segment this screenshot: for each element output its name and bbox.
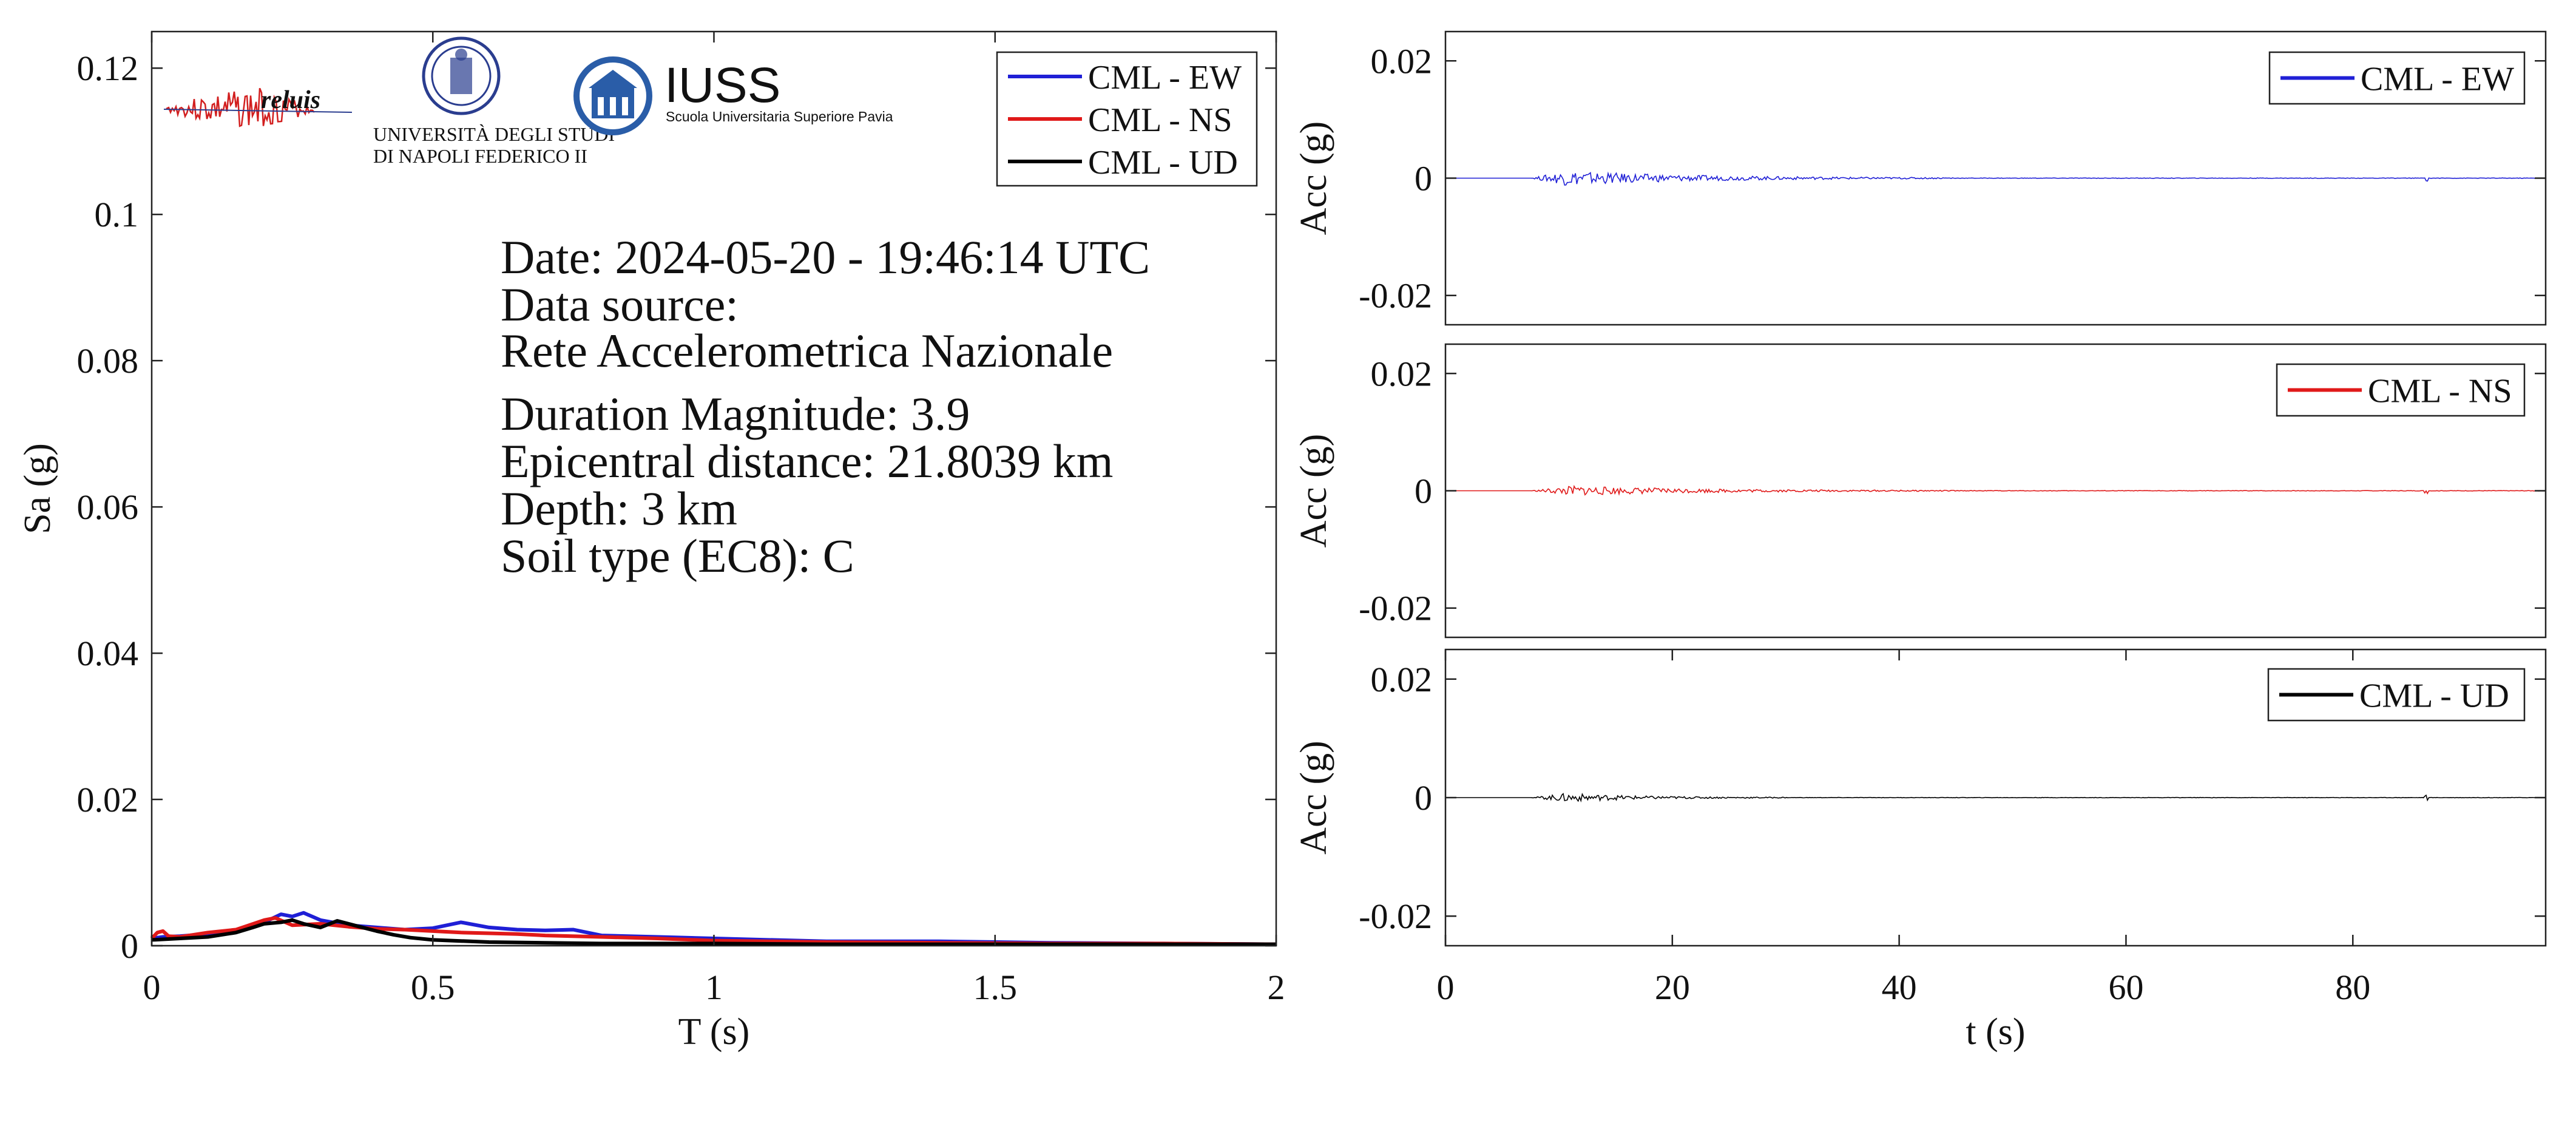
- y-tick-label: 0: [1415, 778, 1432, 818]
- info-date: Date: 2024-05-20 - 19:46:14 UTC: [501, 231, 1150, 283]
- y-tick-label: 0.08: [77, 341, 139, 381]
- earthquake-info: Date: 2024-05-20 - 19:46:14 UTC Data sou…: [501, 231, 1150, 582]
- logos: reluis UNIVERSITÀ DEGLI STUDI DI NAPOLI …: [163, 36, 893, 167]
- y-axis-label: Acc (g): [1293, 434, 1334, 548]
- x-tick-label: 1: [705, 968, 723, 1007]
- legend-box: [2276, 363, 2526, 417]
- legend-label: CML - UD: [2359, 677, 2509, 715]
- y-tick-label: -0.02: [1359, 897, 1432, 936]
- info-magnitude: Duration Magnitude: 3.9: [501, 387, 970, 440]
- x-tick-label: 60: [2108, 968, 2143, 1007]
- y-tick-label: -0.02: [1359, 276, 1432, 316]
- y-axis-label: Sa (g): [17, 443, 58, 534]
- y-tick-label: 0.12: [77, 49, 139, 88]
- x-axis-label: T (s): [678, 1011, 750, 1053]
- y-tick-label: 0.1: [95, 195, 139, 234]
- legend: CML - EW CML - NS CML - UD: [996, 51, 1258, 187]
- y-axis-label: Acc (g): [1293, 741, 1334, 855]
- series-trace-cml-ew: [1445, 171, 2545, 186]
- iuss-logo-text: IUSS: [664, 58, 780, 113]
- x-tick-label: 0: [143, 968, 161, 1007]
- x-tick-label: 2: [1268, 968, 1285, 1007]
- unina-logo-line2: DI NAPOLI FEDERICO II: [373, 145, 587, 167]
- x-tick-label: 40: [1882, 968, 1917, 1007]
- y-tick-label: 0.04: [77, 634, 139, 673]
- info-depth: Depth: 3 km: [501, 482, 737, 535]
- iuss-logo: IUSS Scuola Universitaria Superiore Pavi…: [573, 56, 893, 135]
- info-data-source-label: Data source:: [501, 278, 739, 331]
- legend-label: CML - UD: [1088, 144, 1238, 181]
- x-tick-label: 1.5: [973, 968, 1018, 1007]
- unina-logo: UNIVERSITÀ DEGLI STUDI DI NAPOLI FEDERIC…: [373, 36, 615, 167]
- legend-label: CML - NS: [1088, 101, 1232, 139]
- y-tick-label: 0.02: [1371, 354, 1433, 393]
- legend: CML - NS: [2276, 363, 2526, 417]
- unina-logo-line1: UNIVERSITÀ DEGLI STUDI: [373, 123, 615, 145]
- y-tick-label: 0: [1415, 472, 1432, 511]
- series-trace-cml-ud: [1445, 792, 2545, 802]
- x-axis-label: t (s): [1966, 1011, 2025, 1053]
- y-axis-label: Acc (g): [1293, 121, 1334, 236]
- y-tick-label: -0.02: [1359, 589, 1432, 628]
- panel-0: 0 0.02 0.04 0.06 0.08 0.1 0.12 0 0.5 1 1.5 2 T (s) Sa…: [17, 30, 1285, 1053]
- y-tick-label: 0.06: [77, 487, 139, 527]
- series-trace-cml-ns: [1445, 484, 2545, 496]
- series-line-cml-ud: [151, 918, 1276, 946]
- series-line-cml-ns: [150, 916, 1277, 946]
- legend-label: CML - EW: [2361, 61, 2514, 98]
- x-tick-label: 80: [2335, 968, 2370, 1007]
- panel-2: -0.02 0 0.02 Acc (g) CML - NS: [1293, 343, 2547, 639]
- info-data-source: Rete Accelerometrica Nazionale: [501, 324, 1113, 377]
- plots: 0 0.02 0.04 0.06 0.08 0.1 0.12 0 0.5 1 1.5 2 T (s) Sa…: [17, 30, 2547, 1053]
- legend: CML - UD: [2267, 668, 2526, 722]
- reluis-logo-text: reluis: [261, 86, 320, 114]
- info-epicentral-distance: Epicentral distance: 21.8039 km: [501, 435, 1113, 487]
- legend: CML - EW: [2268, 51, 2526, 105]
- y-tick-label: 0.02: [1371, 660, 1433, 699]
- iuss-logo-subtitle: Scuola Universitaria Superiore Pavia: [666, 109, 893, 124]
- info-soil-type: Soil type (EC8): C: [501, 529, 854, 582]
- y-tick-label: 0.02: [77, 780, 139, 819]
- legend-label: CML - NS: [2368, 373, 2512, 410]
- x-tick-label: 0.5: [411, 968, 455, 1007]
- y-tick-label: 0: [121, 926, 138, 966]
- x-tick-label: 0: [1437, 968, 1455, 1007]
- y-tick-label: 0: [1415, 159, 1432, 198]
- x-tick-label: 20: [1655, 968, 1690, 1007]
- panel-1: -0.02 0 0.02 Acc (g) CML - EW: [1293, 30, 2547, 326]
- legend-label: CML - EW: [1088, 59, 1242, 97]
- y-tick-label: 0.02: [1371, 41, 1433, 81]
- reluis-logo: reluis: [163, 86, 353, 127]
